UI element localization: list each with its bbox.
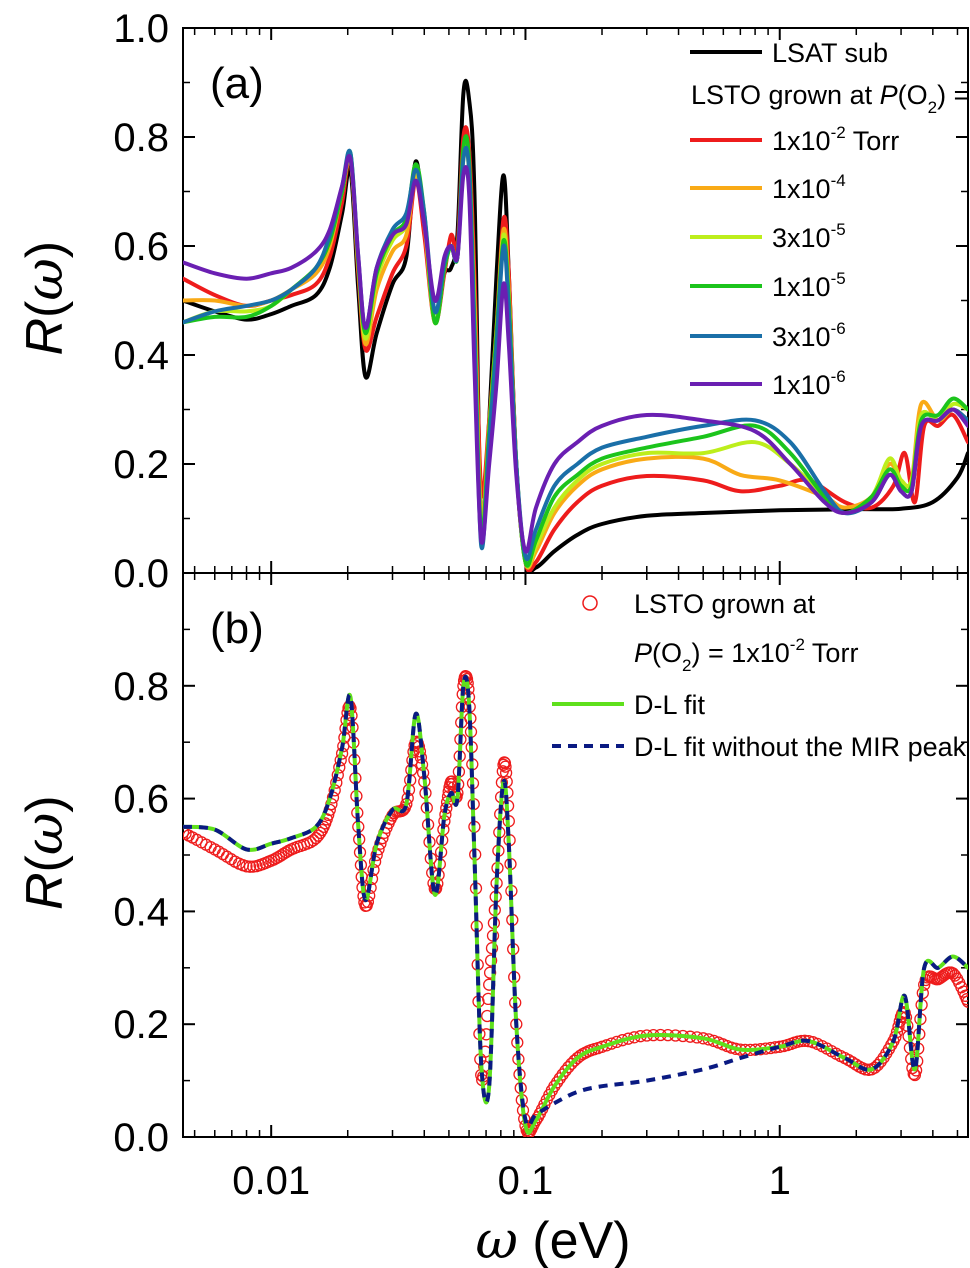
legend-label: 3x10-5 [772, 220, 846, 253]
y-tick-label: 0.2 [113, 443, 169, 487]
panel-b: 0.0 0.2 0.4 0.6 0.8 R(ω) (b) LSTO grown at P(O2)… [15, 572, 969, 1160]
legend-swatch [582, 595, 598, 611]
x-tick-label: 0.01 [232, 1159, 310, 1203]
data-point [183, 826, 190, 839]
legend-label: 1x10-6 [772, 367, 846, 400]
data-point [522, 1126, 536, 1137]
data-point [483, 966, 497, 979]
x-axis-label: ω (eV) [475, 1211, 630, 1268]
y-tick-label: 0.0 [113, 552, 169, 596]
panel-tag: (a) [210, 59, 264, 108]
series-line-3x10-6 [183, 145, 968, 562]
legend-label: D-L fit [634, 690, 706, 720]
panel-tag: (b) [210, 604, 264, 653]
legend-label: 1x10-4 [772, 171, 846, 204]
legend-title: LSTO grown at P(O2) = [691, 80, 969, 117]
y-axis-label: R(ω) [15, 795, 75, 910]
y-tick-label: 0.8 [113, 665, 169, 709]
legend-label: 3x10-6 [772, 319, 846, 352]
data-point [959, 989, 968, 1002]
legend-label: 1x10-5 [772, 269, 846, 302]
series-line-d-l-fit-without-the-mir-peak [183, 674, 968, 1128]
data-point [485, 942, 499, 955]
x-tick-label: 1 [769, 1159, 791, 1203]
y-axis-label: R(ω) [15, 241, 75, 356]
data-point [499, 766, 513, 780]
data-point [957, 985, 968, 998]
data-point [240, 860, 253, 873]
data-point [846, 1056, 859, 1069]
data-point [484, 954, 498, 967]
data-point [499, 760, 512, 773]
legend-label: 1x10-2 Torr [772, 123, 899, 156]
panel-a: 0.0 0.2 0.4 0.6 0.8 1.0 R(ω) (a) LSAT sub LSTO gr… [15, 7, 969, 596]
y-tick-label: 0.8 [113, 116, 169, 160]
legend-label: D-L fit without the MIR peak [634, 732, 967, 762]
legend-label: LSAT sub [772, 38, 888, 68]
legend: LSTO grown at P(O2) = 1x10-2 Torr D-L fit D… [552, 589, 967, 762]
data-point [961, 995, 968, 1008]
legend-label: P(O2) = 1x10-2 Torr [634, 635, 858, 675]
y-tick-label: 0.2 [113, 1003, 169, 1047]
y-tick-label: 0.6 [113, 225, 169, 269]
y-tick-label: 0.4 [113, 890, 169, 934]
legend-label: LSTO grown at [634, 589, 816, 619]
series-group [183, 78, 968, 573]
series-line-1x10-2-torr [183, 125, 968, 573]
data-point [212, 845, 225, 858]
y-tick-label: 0.6 [113, 778, 169, 822]
y-tick-label: 0.0 [113, 1116, 169, 1160]
legend: LSAT sub LSTO grown at P(O2) = 1x10-2 Torr… [690, 38, 969, 400]
data-point [243, 860, 257, 873]
data-point [874, 1055, 887, 1068]
data-point [960, 993, 968, 1006]
data-point [849, 1058, 862, 1071]
y-tick-label: 1.0 [113, 7, 169, 51]
data-point [314, 826, 327, 840]
data-point [948, 969, 962, 982]
series-group [183, 670, 968, 1137]
x-tick-label: 0.1 [498, 1159, 554, 1203]
series-line-1x10-6 [183, 154, 968, 554]
y-tick-label: 0.4 [113, 334, 169, 378]
